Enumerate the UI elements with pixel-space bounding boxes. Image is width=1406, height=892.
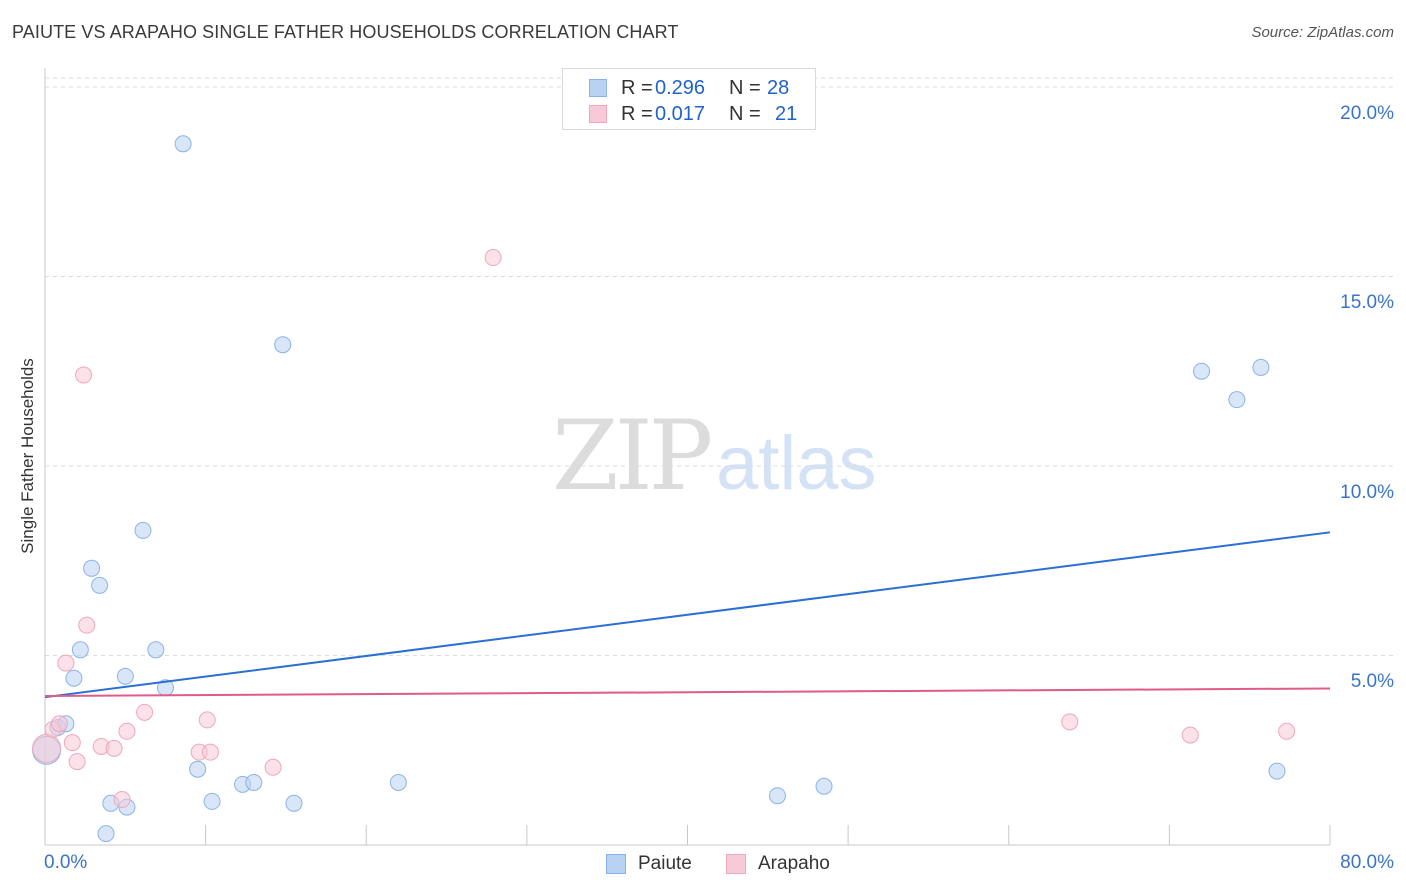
- point-arapaho-3: [57, 654, 75, 672]
- point-arapaho-7: [78, 616, 96, 634]
- point-paiute-12: [147, 641, 165, 659]
- paiute-n-value: 28: [767, 77, 790, 99]
- watermark-atlas: atlas: [716, 421, 877, 506]
- arapaho-swatch: [589, 105, 607, 123]
- x-tick-label-min: 0.0%: [44, 852, 88, 873]
- point-arapaho-11: [118, 722, 136, 740]
- y-tick-label-20: 20.0%: [1340, 102, 1394, 124]
- point-paiute-23: [815, 777, 833, 795]
- paiute-n-label: N =: [729, 77, 761, 99]
- point-arapaho-0: [32, 733, 62, 763]
- arapaho-r-label: R =: [621, 103, 653, 125]
- paiute-r-label: R =: [621, 77, 653, 99]
- stats-legend-paiute: R = 0.296 N = 28: [563, 75, 815, 101]
- point-paiute-11: [134, 521, 152, 539]
- point-paiute-3: [65, 669, 83, 687]
- trendline-paiute: [44, 531, 1331, 699]
- point-arapaho-16: [264, 758, 282, 776]
- watermark-zip: ZIP: [552, 400, 713, 512]
- chart-title: PAIUTE VS ARAPAHO SINGLE FATHER HOUSEHOL…: [12, 22, 679, 42]
- point-paiute-20: [285, 794, 303, 812]
- x-tick-label-max: 80.0%: [1340, 852, 1394, 873]
- point-paiute-14: [174, 135, 192, 153]
- y-tick-label-5: 5.0%: [1350, 671, 1394, 693]
- point-paiute-16: [203, 792, 221, 810]
- y-tick-label-15: 15.0%: [1340, 292, 1394, 314]
- point-paiute-21: [389, 773, 407, 791]
- point-arapaho-9: [105, 739, 123, 757]
- point-paiute-24: [1193, 362, 1210, 380]
- point-arapaho-10: [113, 791, 131, 809]
- legend-arapaho-label: Arapaho: [758, 853, 830, 874]
- point-arapaho-6: [75, 366, 93, 384]
- point-paiute-8: [97, 825, 115, 843]
- point-arapaho-17: [484, 249, 502, 267]
- point-paiute-19: [274, 336, 292, 354]
- y-axis-label: Single Father Households: [18, 358, 37, 554]
- arapaho-n-value: 21: [775, 103, 798, 125]
- point-paiute-9: [116, 667, 134, 685]
- point-paiute-5: [83, 559, 101, 577]
- point-arapaho-2: [50, 715, 68, 733]
- point-paiute-18: [245, 773, 263, 791]
- stats-legend: R = 0.296 N = 28 R = 0.017 N = 21: [562, 68, 816, 130]
- point-paiute-25: [1228, 391, 1246, 409]
- stats-legend-arapaho: R = 0.017 N = 21: [563, 101, 815, 127]
- point-arapaho-19: [1181, 726, 1199, 744]
- point-arapaho-5: [68, 753, 86, 771]
- point-paiute-6: [91, 576, 109, 594]
- y-tick-label-10: 10.0%: [1340, 481, 1394, 503]
- arapaho-n-label: N =: [729, 103, 761, 125]
- point-paiute-26: [1252, 358, 1270, 376]
- legend-arapaho-swatch: [726, 854, 746, 874]
- arapaho-r-value: 0.017: [655, 103, 706, 125]
- paiute-r-value: 0.296: [655, 77, 706, 99]
- paiute-swatch: [589, 79, 607, 97]
- point-arapaho-12: [136, 703, 154, 721]
- legend-paiute-label: Paiute: [638, 853, 692, 874]
- point-arapaho-20: [1278, 722, 1296, 740]
- point-arapaho-18: [1061, 713, 1079, 731]
- point-paiute-15: [189, 760, 207, 778]
- point-arapaho-15: [201, 743, 219, 761]
- point-arapaho-4: [63, 734, 81, 752]
- point-paiute-4: [71, 641, 89, 659]
- trendline-arapaho: [44, 687, 1331, 698]
- source-label: Source: ZipAtlas.com: [1251, 24, 1394, 41]
- legend-paiute-swatch: [606, 854, 626, 874]
- point-paiute-27: [1268, 762, 1286, 780]
- point-paiute-22: [768, 787, 786, 805]
- point-arapaho-14: [198, 711, 216, 729]
